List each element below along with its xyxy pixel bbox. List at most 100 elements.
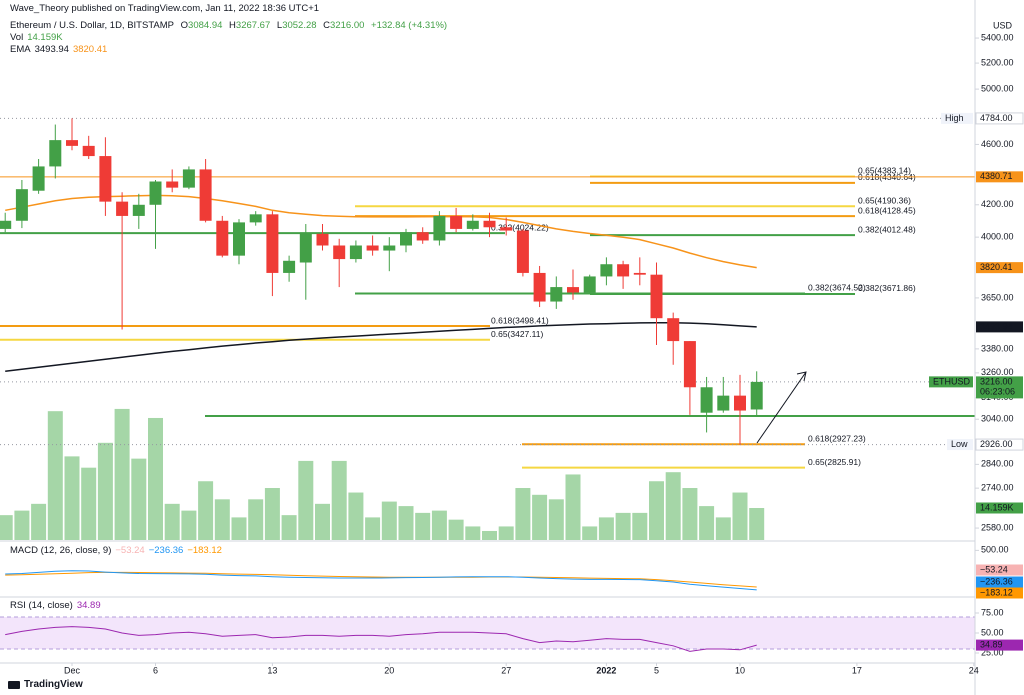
ema-line bbox=[5, 321, 757, 372]
volume-bar bbox=[214, 499, 230, 540]
legend-macd: MACD (12, 26, close, 9) −53.24 −236.36 −183… bbox=[10, 545, 226, 556]
candle-body bbox=[216, 220, 229, 256]
macd-tag bbox=[976, 576, 1023, 588]
volume-bar bbox=[498, 526, 514, 540]
x-tick-label: 10 bbox=[735, 665, 745, 675]
y-tick-label: 3040.00 bbox=[981, 414, 1014, 424]
tag-name-box bbox=[947, 439, 973, 451]
volume-bar bbox=[114, 408, 130, 540]
price-tag-label: 3820.41 bbox=[980, 262, 1013, 272]
candle-body bbox=[116, 201, 129, 216]
macd-tag-label: −183.12 bbox=[980, 587, 1013, 597]
level-label: 0.618(2927.23) bbox=[808, 434, 866, 444]
volume-bar bbox=[315, 503, 330, 540]
candle-body bbox=[483, 220, 496, 228]
countdown: 06:23:06 bbox=[980, 386, 1015, 396]
candle-body bbox=[299, 233, 312, 263]
ohlc-value: 3052.28 bbox=[282, 20, 317, 31]
y-tick-label: 5200.00 bbox=[981, 57, 1014, 67]
y-tick-label: 2740.00 bbox=[981, 483, 1014, 493]
candle-body bbox=[349, 245, 362, 260]
candle-body bbox=[500, 227, 513, 231]
volume-tag bbox=[976, 502, 1023, 514]
y-tick-label: 3650.00 bbox=[981, 292, 1014, 302]
level-label: 0.65(3427.11) bbox=[491, 329, 543, 339]
volume-bar bbox=[365, 517, 381, 540]
x-tick-label: 27 bbox=[501, 665, 511, 675]
y-tick-label: 4000.00 bbox=[981, 232, 1014, 242]
candle-body bbox=[166, 181, 179, 188]
volume-bar bbox=[732, 492, 748, 540]
candle-body bbox=[15, 189, 28, 221]
price-tag bbox=[976, 262, 1023, 274]
level-label: 0.618(3498.41) bbox=[491, 315, 549, 325]
tag-name-box bbox=[941, 112, 973, 124]
volume-bar bbox=[632, 512, 648, 540]
volume-bar bbox=[415, 512, 431, 540]
ohlc-value: 3267.67 bbox=[235, 20, 271, 31]
macd-tag bbox=[976, 564, 1023, 576]
macd-line bbox=[5, 570, 757, 591]
y-tick-label: 5000.00 bbox=[981, 83, 1014, 93]
tag-name: Low bbox=[951, 439, 968, 449]
y-tick-label: 2580.00 bbox=[981, 522, 1014, 532]
legend-rsi: RSI (14, close) 34.89 bbox=[10, 600, 105, 611]
volume-bar bbox=[14, 510, 30, 540]
y-tick-label: 25.00 bbox=[981, 647, 1004, 657]
volume-bar bbox=[198, 481, 214, 540]
y-tick-label: 5400.00 bbox=[981, 32, 1014, 42]
ema-title: EMA bbox=[10, 44, 31, 55]
volume-bar bbox=[749, 508, 765, 540]
volume-bar bbox=[181, 510, 197, 540]
candle-body bbox=[567, 287, 579, 293]
signal-line bbox=[5, 571, 757, 588]
publisher: Wave_Theory published on TradingView.com… bbox=[10, 3, 320, 14]
candle-body bbox=[466, 220, 479, 229]
volume-bar bbox=[97, 442, 113, 540]
volume-tag-label: 14.159K bbox=[980, 502, 1014, 512]
candle-body bbox=[667, 318, 680, 342]
volume-bar bbox=[649, 481, 664, 540]
candle-body bbox=[149, 181, 162, 205]
rsi-tag bbox=[976, 639, 1023, 651]
volume-bar bbox=[482, 530, 497, 540]
price-tag-label: 3493.94 bbox=[980, 321, 1013, 331]
level-label: 0.382(4012.48) bbox=[858, 224, 916, 234]
x-tick-label: 17 bbox=[852, 665, 862, 675]
tag-name-box bbox=[929, 376, 973, 388]
level-label: 0.65(4190.36) bbox=[858, 196, 911, 206]
ema-line bbox=[5, 194, 757, 269]
candle-body bbox=[283, 260, 296, 273]
volume-bar bbox=[548, 499, 564, 540]
candle-body bbox=[734, 395, 746, 411]
level-label: 0.382(4024.22) bbox=[491, 222, 549, 232]
volume-bar bbox=[431, 510, 447, 540]
volume-bar bbox=[381, 501, 397, 540]
price-tag-label: 4784.00 bbox=[980, 113, 1013, 123]
ohlc-key: C bbox=[323, 20, 331, 31]
level-label: 0.65(4383.14) bbox=[858, 166, 911, 176]
price-tag-label: 2926.00 bbox=[980, 439, 1013, 449]
candle-body bbox=[516, 230, 529, 273]
volume-bar bbox=[348, 492, 364, 540]
candle-body bbox=[333, 245, 346, 260]
x-tick-label: 13 bbox=[267, 665, 277, 675]
rsi-title: RSI (14, close) bbox=[10, 600, 73, 611]
candle-body bbox=[0, 220, 12, 229]
candle-body bbox=[550, 287, 563, 302]
price-tag-label: 3216.00 bbox=[980, 376, 1013, 386]
logo-mark bbox=[8, 681, 20, 689]
volume-bar bbox=[565, 474, 581, 540]
symbol: Ethereum / U.S. Dollar, 1D, BITSTAMP bbox=[10, 20, 175, 31]
volume-bar bbox=[248, 499, 264, 540]
legend-symbol: Ethereum / U.S. Dollar, 1D, BITSTAMP O30… bbox=[10, 20, 451, 31]
rsi-line bbox=[5, 626, 757, 652]
rsi-tag-label: 34.89 bbox=[980, 639, 1003, 649]
axis-unit: USD bbox=[993, 20, 1013, 30]
y-tick-label: 4200.00 bbox=[981, 199, 1014, 209]
volume-bar bbox=[448, 519, 464, 540]
macd-title: MACD (12, 26, close, 9) bbox=[10, 545, 112, 556]
volume-bar bbox=[164, 503, 180, 540]
level-label: 0.65(2825.91) bbox=[808, 457, 861, 467]
tag-name: High bbox=[945, 113, 964, 123]
